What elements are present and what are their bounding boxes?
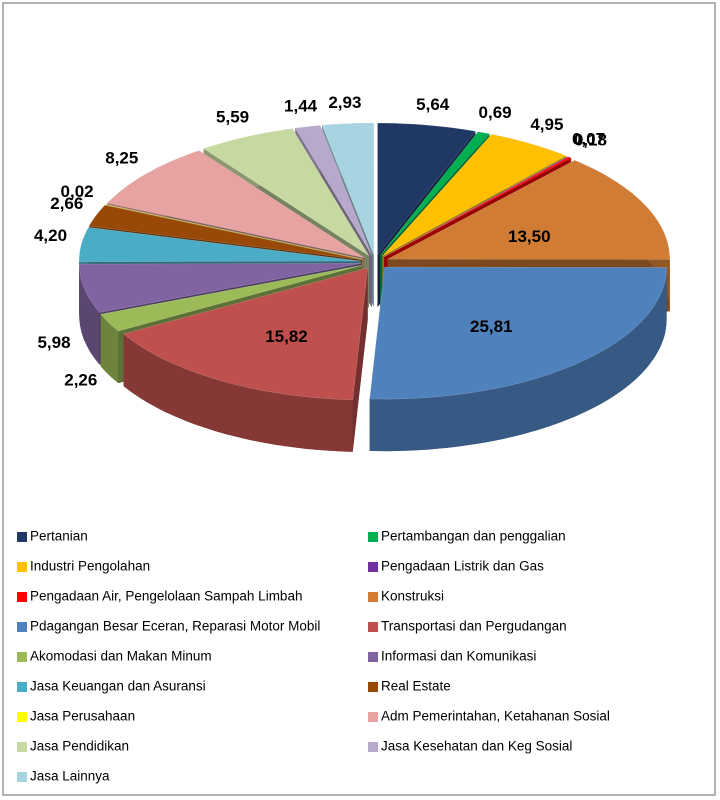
legend-label: Jasa Perusahaan <box>30 709 135 724</box>
value-label: 0,02 <box>61 182 94 201</box>
legend-label: Pertanian <box>30 529 88 544</box>
legend-swatch <box>17 682 27 692</box>
value-label: 15,82 <box>265 327 308 346</box>
legend-swatch <box>17 622 27 632</box>
value-label: 4,20 <box>34 226 67 245</box>
value-label: 4,95 <box>530 115 563 134</box>
value-label: 13,50 <box>508 227 551 246</box>
legend-label: Pertambangan dan penggalian <box>381 529 566 544</box>
legend-label: Real Estate <box>381 679 451 694</box>
slice-top <box>369 266 667 400</box>
slice-wall <box>79 264 100 365</box>
value-label: 8,25 <box>105 148 138 167</box>
legend-label: Pengadaan Listrik dan Gas <box>381 559 544 574</box>
value-label: 25,81 <box>470 317 513 336</box>
legend-swatch <box>17 772 27 782</box>
legend-swatch <box>368 682 378 692</box>
slice-top <box>79 263 362 313</box>
slice-top <box>100 264 363 332</box>
legend-label: Adm Pemerintahan, Ketahanan Sosial <box>381 709 610 724</box>
slice-top <box>106 150 365 258</box>
slice-top <box>105 204 363 260</box>
slice-wall <box>369 267 667 452</box>
legend-label: Akomodasi dan Makan Minum <box>30 649 212 664</box>
value-label: 0,69 <box>479 103 512 122</box>
legend-label: Jasa Keuangan dan Asuransi <box>30 679 206 694</box>
value-label: 0,18 <box>574 130 607 149</box>
slice-top <box>294 125 373 256</box>
slice-wall <box>123 334 353 452</box>
legend-swatch <box>17 532 27 542</box>
slice-top <box>122 267 368 401</box>
legend-label: Transportasi dan Pergudangan <box>381 619 567 634</box>
slice <box>122 267 368 452</box>
value-label: 5,98 <box>37 333 70 352</box>
legend-swatch <box>368 532 378 542</box>
slice-wall <box>100 314 119 384</box>
legend-swatch <box>17 712 27 722</box>
legend-label: Jasa Kesehatan dan Keg Sosial <box>381 739 572 754</box>
legend-swatch <box>17 652 27 662</box>
slice-top <box>383 156 570 257</box>
legend-swatch <box>368 742 378 752</box>
value-label: 1,44 <box>284 96 318 115</box>
legend-swatch <box>17 742 27 752</box>
legend-swatch <box>368 562 378 572</box>
value-label: 0,07 <box>572 129 605 148</box>
legend-label: Konstruksi <box>381 589 444 604</box>
legend-label: Pdagangan Besar Eceran, Reparasi Motor M… <box>30 619 320 634</box>
slice-top <box>382 134 567 257</box>
value-label: 5,59 <box>216 108 249 127</box>
legend-swatch <box>368 712 378 722</box>
legend-label: Jasa Lainnya <box>30 769 110 784</box>
legend-swatch <box>17 562 27 572</box>
slice-top <box>78 227 362 263</box>
legend-swatch <box>17 592 27 602</box>
legend-swatch <box>368 592 378 602</box>
slice-top <box>384 156 572 257</box>
slice-top <box>321 122 374 256</box>
slice-top <box>88 204 362 260</box>
value-label: 5,64 <box>416 95 450 114</box>
slice-top <box>387 160 671 260</box>
value-label: 2,26 <box>64 370 97 389</box>
slice <box>369 266 667 452</box>
legend-label: Industri Pengolahan <box>30 559 150 574</box>
legend-label: Informasi dan Komunikasi <box>381 649 536 664</box>
slice-top <box>379 131 490 256</box>
legend-swatch <box>368 622 378 632</box>
legend-label: Pengadaan Air, Pengelolaan Sampah Limbah <box>30 589 302 604</box>
legend-swatch <box>368 652 378 662</box>
value-label: 2,66 <box>50 194 83 213</box>
legend-label: Jasa Pendidikan <box>30 739 129 754</box>
slice-top <box>203 128 370 256</box>
value-label: 2,93 <box>328 93 361 112</box>
slice-top <box>377 122 476 256</box>
